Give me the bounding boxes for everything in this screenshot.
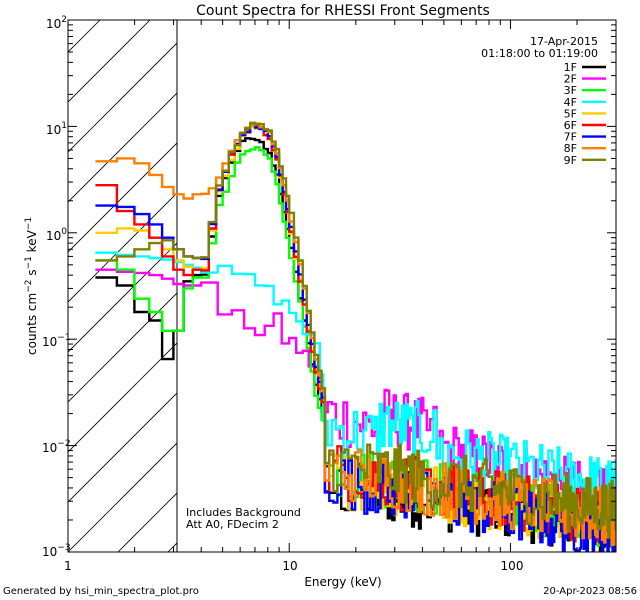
hatch-line	[68, 442, 177, 552]
series-layer	[95, 121, 616, 552]
legend-label-9F: 9F	[564, 154, 577, 167]
legend-label-7F: 7F	[564, 131, 577, 144]
series-line-9F	[95, 121, 616, 539]
axis-ticks	[67, 19, 617, 553]
legend-label-1F: 1F	[564, 61, 577, 74]
legend-label-2F: 2F	[564, 73, 577, 86]
footer-timestamp: 20-Apr-2023 08:56	[543, 586, 637, 597]
hatch-line	[68, 20, 151, 103]
footer-generated-by: Generated by hsi_min_spectra_plot.pro	[3, 586, 199, 597]
y-axis-label: counts cm−2 s−1 keV−1	[24, 217, 39, 355]
y-tick-label: 10−3	[42, 543, 71, 559]
x-tick-label: 100	[501, 559, 524, 573]
hatch-line	[68, 42, 177, 153]
svg-text:10−3: 10−3	[42, 543, 71, 559]
hatch-line	[68, 242, 177, 353]
annotation-attenuator: Att A0, FDecim 2	[186, 518, 279, 531]
legend-label-6F: 6F	[564, 119, 577, 132]
x-tick-label: 10	[282, 559, 297, 573]
legend-label-4F: 4F	[564, 96, 577, 109]
legend-label-8F: 8F	[564, 142, 577, 155]
svg-text:10−1: 10−1	[42, 333, 71, 349]
time-range-label: 01:18:00 to 01:19:00	[481, 47, 598, 60]
annotation-background: Includes Background	[186, 506, 301, 519]
date-label: 17-Apr-2015	[530, 35, 598, 48]
plot-frame	[67, 19, 617, 553]
svg-text:100: 100	[46, 227, 67, 243]
x-axis-label: Energy (keV)	[304, 575, 381, 589]
hatch-line	[68, 392, 177, 503]
y-tick-label: 10−1	[42, 333, 71, 349]
y-tick-label: 100	[46, 227, 67, 243]
y-tick-label: 10−2	[42, 439, 71, 455]
chart-title: Count Spectra for RHESSI Front Segments	[196, 3, 490, 19]
y-tick-label: 101	[46, 121, 67, 137]
y-tick-label: 102	[46, 15, 67, 31]
svg-text:101: 101	[46, 121, 67, 137]
legend-label-3F: 3F	[564, 84, 577, 97]
svg-text:102: 102	[46, 15, 67, 31]
legend-label-5F: 5F	[564, 107, 577, 120]
x-tick-label: 1	[64, 559, 72, 573]
series-line-4F	[95, 251, 616, 510]
svg-text:10−2: 10−2	[42, 439, 71, 455]
